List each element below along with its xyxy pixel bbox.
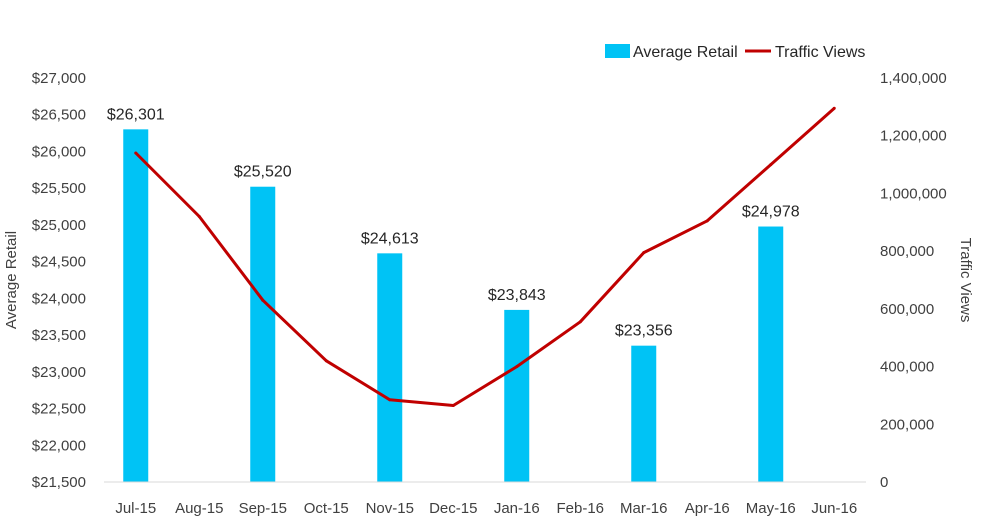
x-tick-label: Nov-15: [366, 500, 414, 517]
y-right-ticks: 1,400,000 1,200,000 1,000,000 800,000 600,00…: [880, 70, 947, 491]
y-left-axis-title: Average Retail: [3, 231, 20, 329]
x-tick-label: Mar-16: [620, 500, 668, 517]
traffic-views-point: [197, 215, 201, 219]
traffic-views-point: [324, 359, 328, 363]
legend-label-average-retail: Average Retail: [633, 44, 738, 61]
y-left-tick-label: $25,000: [32, 217, 86, 234]
y-right-tick-label: 800,000: [880, 243, 934, 260]
traffic-views-point: [769, 163, 773, 167]
y-left-tick-label: $22,500: [32, 401, 86, 418]
y-right-tick-label: 1,000,000: [880, 185, 947, 202]
y-left-tick-label: $22,000: [32, 437, 86, 454]
x-tick-label: Aug-15: [175, 500, 223, 517]
y-right-axis-title: Traffic Views: [957, 238, 974, 323]
traffic-views-point: [451, 404, 455, 408]
bar: [377, 253, 403, 482]
legend-label-traffic-views: Traffic Views: [775, 44, 865, 61]
legend: Average Retail Traffic Views: [605, 44, 865, 61]
y-left-tick-label: $26,000: [32, 143, 86, 160]
y-right-tick-label: 400,000: [880, 359, 934, 376]
x-tick-label: Jul-15: [115, 500, 156, 517]
traffic-views-point: [832, 106, 836, 110]
bar-data-label: $24,613: [361, 230, 419, 247]
bar: [123, 129, 149, 482]
x-ticks: Jul-15 Aug-15 Sep-15 Oct-15 Nov-15 Dec-15 Jan-…: [115, 500, 857, 517]
x-tick-label: Sep-15: [239, 500, 287, 517]
traffic-views-point: [705, 219, 709, 223]
y-right-tick-label: 0: [880, 474, 888, 491]
bar-data-label: $24,978: [742, 204, 800, 221]
bar: [250, 186, 276, 483]
x-tick-label: Jan-16: [494, 500, 540, 517]
traffic-views-point: [388, 398, 392, 402]
x-tick-label: Jun-16: [811, 500, 857, 517]
y-right-tick-label: 1,200,000: [880, 128, 947, 145]
y-left-tick-label: $23,500: [32, 327, 86, 344]
traffic-views-point: [261, 298, 265, 302]
y-left-tick-label: $24,000: [32, 290, 86, 307]
legend-swatch-average-retail: [605, 44, 630, 58]
y-left-tick-label: $24,500: [32, 254, 86, 271]
traffic-views-point: [134, 151, 138, 155]
bar-data-label: $26,301: [107, 106, 165, 123]
x-tick-label: Feb-16: [556, 500, 604, 517]
y-right-tick-label: 600,000: [880, 301, 934, 318]
bar-data-labels: $26,301 $25,520 $24,613 $23,843 $23,356 $24,9…: [107, 106, 800, 339]
x-tick-label: Dec-15: [429, 500, 477, 517]
x-tick-label: Oct-15: [304, 500, 349, 517]
y-left-tick-label: $26,500: [32, 107, 86, 124]
bar: [758, 226, 784, 482]
bar-data-label: $23,843: [488, 287, 546, 304]
y-left-ticks: $27,000 $26,500 $26,000 $25,500 $25,000 $24,5…: [32, 70, 86, 491]
bar-series-average-retail: [123, 129, 784, 483]
bar: [631, 345, 657, 482]
y-left-tick-label: $21,500: [32, 474, 86, 491]
x-tick-label: Apr-16: [685, 500, 730, 517]
traffic-views-line: [134, 107, 836, 407]
traffic-views-point: [515, 365, 519, 369]
x-tick-label: May-16: [746, 500, 796, 517]
y-right-tick-label: 200,000: [880, 416, 934, 433]
traffic-views-point: [578, 320, 582, 324]
traffic-views-point: [642, 251, 646, 255]
bar: [504, 309, 530, 482]
line-series-traffic-views: [134, 106, 836, 408]
bar-data-label: $25,520: [234, 164, 292, 181]
y-left-tick-label: $25,500: [32, 180, 86, 197]
y-left-tick-label: $23,000: [32, 364, 86, 381]
y-right-tick-label: 1,400,000: [880, 70, 947, 87]
y-left-tick-label: $27,000: [32, 70, 86, 87]
bar-data-label: $23,356: [615, 323, 673, 340]
